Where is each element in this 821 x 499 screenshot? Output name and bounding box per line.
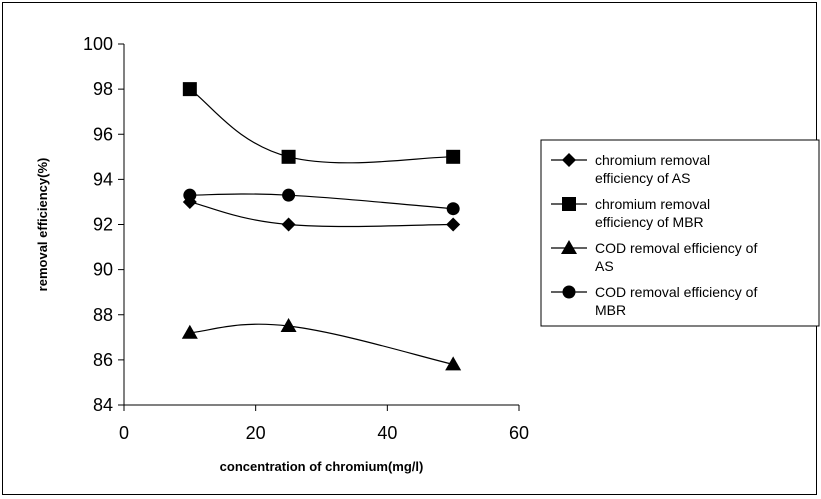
legend-label: efficiency of AS: [595, 170, 690, 186]
legend-marker: [562, 153, 576, 167]
legend-label: efficiency of MBR: [595, 214, 704, 230]
legend-label: MBR: [595, 302, 626, 318]
y-tick-label: 84: [93, 395, 113, 415]
legend-box: [540, 139, 820, 327]
series-line: [189, 323, 454, 365]
data-point: [281, 149, 296, 164]
data-point: [183, 188, 197, 202]
series-square: [182, 82, 461, 164]
x-tick-label: 40: [377, 423, 397, 443]
legend-marker: [562, 197, 576, 211]
x-tick-label: 60: [509, 423, 529, 443]
legend-label: COD removal efficiency of: [595, 240, 757, 256]
series-triangle: [181, 318, 462, 371]
y-tick-label: 90: [93, 260, 113, 280]
legend-label: chromium removal: [595, 152, 710, 168]
y-axis-title: removal efficiency(%): [35, 158, 50, 292]
data-point: [181, 324, 198, 339]
legend-marker: [561, 240, 577, 254]
data-point: [446, 217, 461, 232]
axes: 84 86 88 90 92 94 96 98 100 0 20 40 60 concentration …: [35, 34, 529, 474]
data-point: [182, 82, 197, 97]
y-tick-label: 100: [83, 34, 113, 54]
x-tick-label: 0: [119, 423, 129, 443]
data-point: [446, 149, 461, 164]
y-tick-label: 86: [93, 350, 113, 370]
y-tick-label: 98: [93, 79, 113, 99]
legend-marker: [562, 285, 576, 299]
legend-label: AS: [595, 258, 614, 274]
series-line: [189, 193, 454, 210]
data-point: [445, 356, 462, 371]
data-point: [446, 202, 460, 216]
data-point: [282, 188, 296, 202]
y-tick-label: 96: [93, 124, 113, 144]
x-axis-title: concentration of chromium(mg/l): [220, 459, 424, 474]
series-circle: [183, 188, 460, 216]
legend-label: COD removal efficiency of: [595, 284, 757, 300]
y-tick-label: 88: [93, 305, 113, 325]
plot-area: [181, 82, 462, 371]
legend-label: chromium removal: [595, 196, 710, 212]
y-tick-label: 92: [93, 215, 113, 235]
series-line: [189, 88, 454, 164]
data-point: [281, 217, 296, 232]
legend: chromium removal efficiency of AS chromium…: [540, 139, 820, 327]
x-tick-label: 20: [246, 423, 266, 443]
series-diamond: [182, 194, 461, 232]
y-tick-label: 94: [93, 169, 113, 189]
data-point: [280, 318, 297, 333]
